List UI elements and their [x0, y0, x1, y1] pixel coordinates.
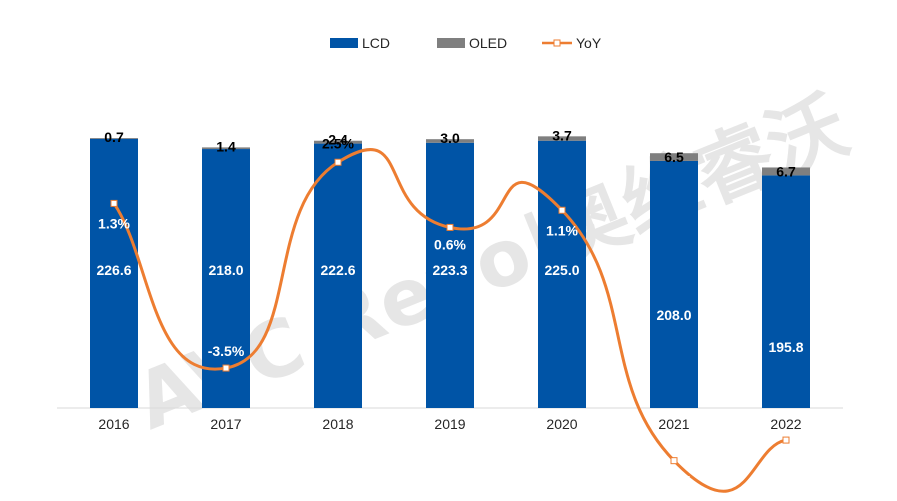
label-lcd-2020: 225.0 [544, 262, 579, 278]
x-tick-2016: 2016 [98, 416, 129, 432]
x-tick-2022: 2022 [770, 416, 801, 432]
x-tick-2021: 2021 [658, 416, 689, 432]
label-lcd-2017: 218.0 [208, 262, 243, 278]
bar-lcd-2019 [426, 142, 474, 408]
bar-lcd-2018 [314, 143, 362, 408]
bar-oled-2018 [314, 140, 362, 144]
label-lcd-2016: 226.6 [96, 262, 131, 278]
label-yoy-2021: -6.2% [656, 473, 693, 489]
label-yoy-2019: 0.6% [434, 236, 466, 252]
bar-oled-2017 [202, 147, 250, 150]
yoy-marker-2016 [110, 199, 118, 207]
yoy-marker-2022 [782, 436, 790, 444]
bar-lcd-2016 [90, 138, 138, 409]
legend-label-lcd: LCD [362, 35, 390, 51]
label-lcd-2018: 222.6 [320, 262, 355, 278]
yoy-marker-2021 [670, 457, 678, 465]
label-yoy-2022: -5.6% [754, 409, 791, 425]
yoy-marker-2019 [446, 223, 454, 231]
legend-marker-yoy [553, 39, 561, 47]
label-lcd-2022: 195.8 [768, 339, 803, 355]
bar-oled-2016 [90, 138, 138, 139]
x-tick-2020: 2020 [546, 416, 577, 432]
label-oled-2021: 6.5 [664, 149, 684, 165]
x-tick-2017: 2017 [210, 416, 241, 432]
label-oled-2018: 2.4 [328, 132, 348, 148]
x-ticks-layer: 2016 2017 2018 2019 2020 2021 2022 [98, 416, 801, 432]
labels-layer: 226.6 0.7 218.0 1.4 222.6 2.4 223.3 3.0 225.0 3.7… [96, 127, 803, 488]
x-tick-2019: 2019 [434, 416, 465, 432]
yoy-marker-2020 [558, 206, 566, 214]
bar-oled-2021 [650, 153, 698, 161]
label-oled-2020: 3.7 [552, 127, 572, 143]
label-yoy-2017: -3.5% [208, 343, 245, 359]
bar-oled-2022 [762, 167, 810, 176]
bar-oled-2019 [426, 139, 474, 143]
label-lcd-2021: 208.0 [656, 307, 691, 323]
label-oled-2019: 3.0 [440, 130, 460, 146]
legend-swatch-oled [437, 38, 465, 48]
legend-label-yoy: YoY [576, 35, 602, 51]
label-yoy-2018: 2.5% [322, 135, 354, 151]
label-oled-2017: 1.4 [216, 138, 236, 154]
bar-lcd-2021 [650, 160, 698, 408]
bar-lcd-2020 [538, 140, 586, 409]
label-yoy-2020: 1.1% [546, 222, 578, 238]
label-yoy-2016: 1.3% [98, 215, 130, 231]
bar-lcd-2022 [762, 175, 810, 408]
legend-label-oled: OLED [469, 35, 507, 51]
bar-oled-2020 [538, 136, 586, 141]
yoy-marker-2018 [334, 158, 342, 166]
yoy-line-layer [110, 148, 790, 493]
label-oled-2022: 6.7 [776, 163, 796, 179]
label-oled-2016: 0.7 [104, 129, 124, 145]
label-lcd-2019: 223.3 [432, 262, 467, 278]
yoy-marker-2017 [222, 364, 230, 372]
x-tick-2018: 2018 [322, 416, 353, 432]
legend-swatch-lcd [330, 38, 358, 48]
legend: LCD OLED YoY [330, 35, 602, 51]
